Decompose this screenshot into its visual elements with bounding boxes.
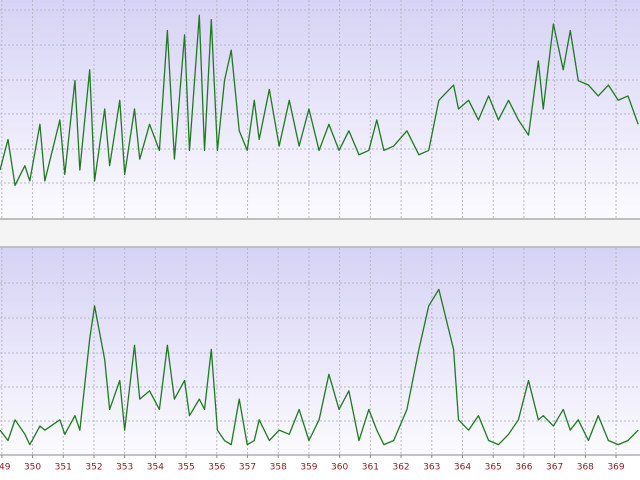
separator xyxy=(0,218,640,248)
x-tick-label: 363 xyxy=(423,463,440,473)
x-tick-label: 357 xyxy=(239,463,256,473)
x-tick-label: 355 xyxy=(178,463,195,473)
top-panel xyxy=(0,0,640,218)
x-tick-label: 365 xyxy=(485,463,502,473)
x-tick-label: 367 xyxy=(546,463,563,473)
x-tick-label: 356 xyxy=(208,463,225,473)
x-tick-label: 361 xyxy=(362,463,379,473)
x-tick-label: 359 xyxy=(300,463,317,473)
x-tick-label: 366 xyxy=(515,463,532,473)
x-tick-label: 352 xyxy=(85,463,102,473)
x-tick-label: 360 xyxy=(331,463,348,473)
x-tick-label: 364 xyxy=(454,463,471,473)
x-tick-label: 369 xyxy=(607,463,624,473)
x-tick-label: 354 xyxy=(147,463,164,473)
x-tick-label: 353 xyxy=(116,463,133,473)
x-tick-label: 362 xyxy=(392,463,409,473)
h-grid xyxy=(0,9,640,422)
x-tick-label: 350 xyxy=(24,463,41,473)
x-tick-label: 351 xyxy=(55,463,72,473)
x-tick-label: 349 xyxy=(0,463,11,473)
series-line xyxy=(0,14,639,186)
series-line xyxy=(0,288,639,446)
x-tick-label: 368 xyxy=(577,463,594,473)
bottom-panel xyxy=(0,248,640,455)
x-tick-label: 358 xyxy=(270,463,287,473)
